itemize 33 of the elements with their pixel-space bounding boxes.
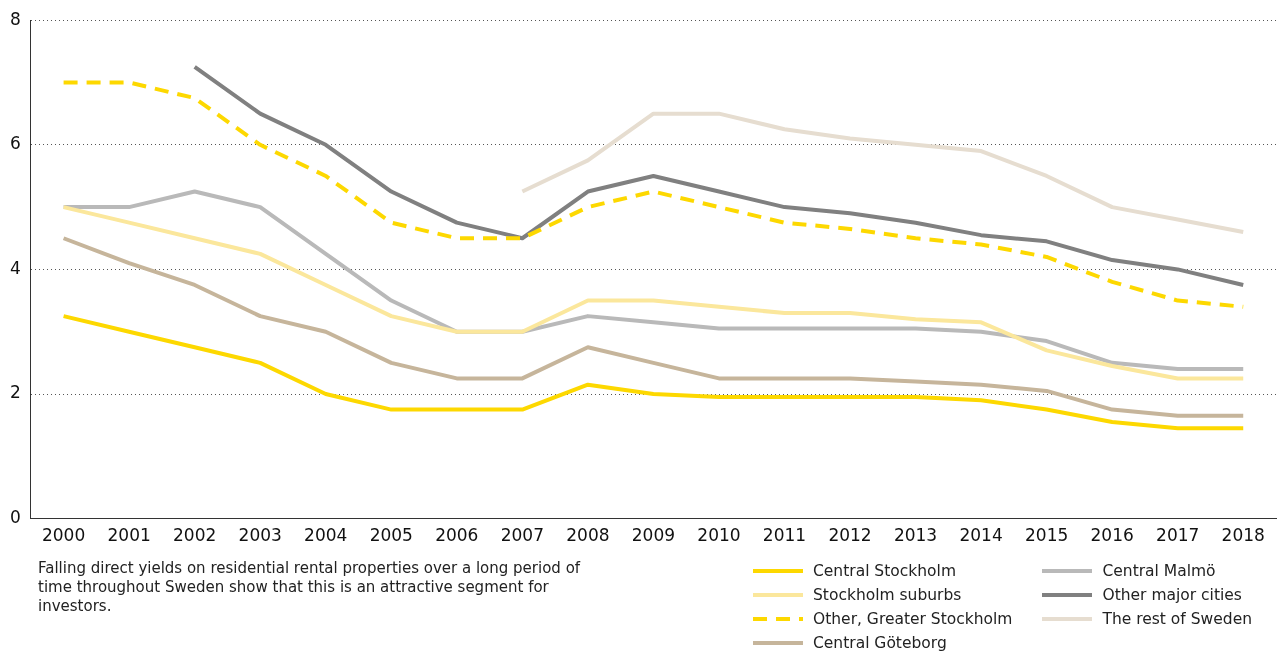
x-tick-label: 2006 [435,525,479,546]
x-tick-label: 2007 [500,525,544,546]
line-series [61,80,1246,309]
x-tick-label: 2001 [107,525,151,546]
y-tick-label: 8 [9,8,21,29]
x-tick-label: 2013 [893,525,938,546]
x-tick-label: 2005 [369,525,413,546]
legend-label: Central Malmö [1102,562,1216,580]
x-tick-label: 2002 [173,525,217,546]
x-tick-label: 2014 [959,525,1003,546]
x-tick-label: 2010 [697,525,741,546]
y-tick-label: 2 [9,382,21,403]
x-tick-label: 2015 [1024,525,1069,546]
x-tick-label: 2009 [631,525,676,546]
legend-label: Stockholm suburbs [813,586,962,604]
text: Falling direct yields on residential rental properties over a long period of time throughout Sweden show that this is an attractive segment for investors. [38,559,582,616]
x-tick-label: 2016 [1090,525,1134,546]
legend-label: Central Stockholm [813,562,956,580]
legend-label: Other, Greater Stockholm [813,610,1013,628]
x-tick-label: 2008 [566,525,610,546]
legend-label: Other major cities [1102,586,1242,604]
y-tick-label: 0 [9,507,21,528]
legend-label: The rest of Sweden [1102,610,1252,628]
y-tick-label: 4 [9,257,21,278]
x-tick-label: 2011 [762,525,807,546]
x-tick-label: 2018 [1221,525,1265,546]
legend-label: Central Göteborg [813,634,947,652]
x-tick-label: 2012 [828,525,872,546]
x-tick-label: 2017 [1156,525,1200,546]
y-tick-label: 6 [9,133,21,154]
x-tick-label: 2000 [41,525,86,546]
x-tick-label: 2003 [238,525,282,546]
x-tick-label: 2004 [304,525,348,546]
